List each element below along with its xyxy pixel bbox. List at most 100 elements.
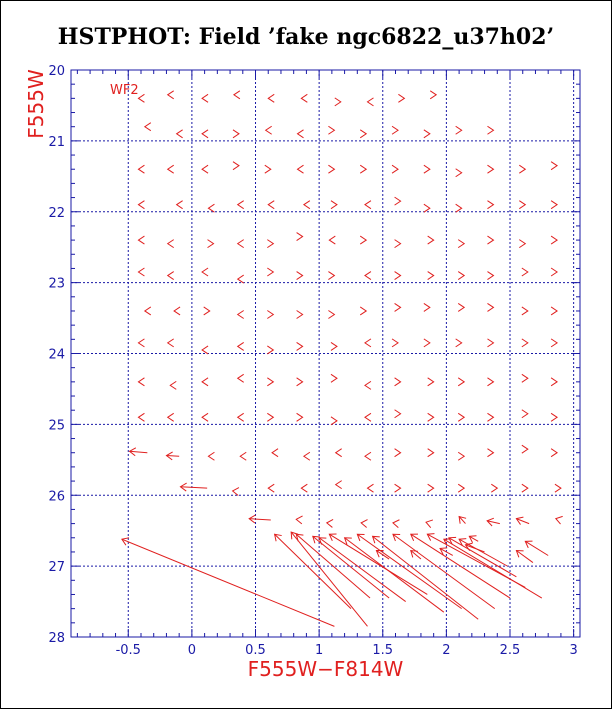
vector-70 (328, 271, 336, 280)
vector-163 (360, 519, 368, 528)
vector-11 (175, 129, 183, 139)
vector-77 (550, 267, 558, 277)
vector-57 (359, 235, 368, 245)
vector-81 (236, 310, 244, 319)
vector-121 (166, 412, 174, 422)
vector-84 (328, 310, 336, 319)
vector-165 (425, 519, 434, 528)
vector-145 (487, 448, 495, 458)
x-tick-label: 0.5 (245, 643, 266, 658)
vector-137 (239, 451, 247, 461)
y-tick-label: 25 (48, 418, 65, 433)
vector-144 (457, 451, 466, 461)
vector-15 (296, 129, 304, 139)
vector-138 (271, 448, 279, 458)
axis-ticks: -0.5 0 0.5 1 1.5 2 2.5 3 20 21 22 23 24 25 26 27 28 (48, 64, 580, 658)
vector-6 (334, 97, 342, 107)
vector-73 (427, 271, 435, 280)
vector-89 (487, 303, 495, 312)
vector-78 (143, 306, 152, 316)
y-tick-label: 20 (48, 64, 65, 79)
vector-14 (264, 125, 272, 135)
vector-114 (394, 377, 402, 387)
x-tick-label: -0.5 (116, 643, 141, 658)
y-axis-label: F555W (24, 69, 48, 139)
vector-59 (427, 235, 435, 245)
vector-180 (392, 533, 496, 610)
x-tick-label: 2 (442, 643, 450, 658)
vector-65 (166, 271, 174, 280)
y-tick-label: 24 (48, 348, 65, 363)
vector-88 (457, 303, 466, 312)
vector-140 (334, 448, 342, 458)
vector-4 (267, 93, 275, 103)
vector-99 (364, 338, 372, 348)
vector-29 (359, 164, 368, 174)
vector-162 (325, 519, 334, 528)
vector-178 (356, 533, 462, 610)
vector-39 (236, 200, 244, 210)
vector-167 (486, 517, 500, 527)
vector-58 (394, 239, 402, 249)
vector-185 (458, 538, 508, 567)
vector-188 (410, 549, 422, 560)
vector-79 (173, 306, 181, 316)
vector-98 (330, 341, 338, 351)
vector-20 (455, 125, 463, 135)
vector-177 (343, 537, 445, 613)
vector-105 (550, 338, 558, 348)
vector-76 (521, 267, 529, 277)
vector-60 (457, 239, 466, 249)
vector-179 (371, 535, 479, 620)
vector-181 (409, 533, 511, 599)
vector-94 (201, 345, 209, 355)
y-tick-label: 28 (48, 631, 65, 646)
vector-51 (166, 239, 174, 249)
vector-series (121, 90, 563, 627)
vector-45 (423, 203, 431, 213)
vector-68 (267, 267, 275, 277)
vector-80 (203, 306, 211, 316)
vector-120 (137, 412, 145, 422)
y-tick-label: 22 (48, 206, 65, 221)
vector-41 (302, 200, 311, 210)
vector-31 (423, 164, 431, 174)
vector-172 (273, 533, 352, 610)
grid-lines (71, 70, 580, 637)
vector-16 (328, 125, 336, 135)
vector-127 (364, 412, 372, 422)
vector-62 (519, 239, 527, 249)
vector-0 (137, 93, 145, 103)
vector-32 (455, 168, 463, 178)
vector-158 (521, 483, 529, 493)
vector-74 (457, 271, 466, 280)
vector-96 (267, 345, 275, 355)
vector-61 (487, 235, 495, 245)
vector-54 (267, 239, 275, 249)
vector-103 (487, 338, 495, 348)
vector-192 (468, 535, 479, 544)
x-tick-label: 3 (569, 643, 577, 658)
vector-157 (491, 483, 499, 493)
vector-112 (330, 373, 338, 383)
vector-104 (521, 338, 529, 348)
vector-23 (166, 164, 174, 174)
vector-131 (487, 412, 495, 422)
vector-187 (439, 547, 453, 556)
vector-83 (296, 310, 304, 319)
vector-153 (366, 483, 374, 493)
vector-93 (166, 338, 174, 348)
vector-109 (236, 373, 244, 383)
vector-42 (330, 200, 338, 210)
vector-132 (521, 409, 529, 419)
x-tick-label: 1.5 (372, 643, 393, 658)
vector-169 (554, 515, 563, 525)
y-tick-label: 21 (48, 135, 65, 150)
vector-56 (328, 235, 336, 245)
x-axis-label: F555W−F814W (248, 657, 404, 681)
vector-161 (295, 515, 303, 525)
vector-37 (175, 200, 183, 210)
vector-116 (457, 377, 466, 387)
x-tick-label: 0 (188, 643, 196, 658)
vector-146 (521, 444, 529, 454)
